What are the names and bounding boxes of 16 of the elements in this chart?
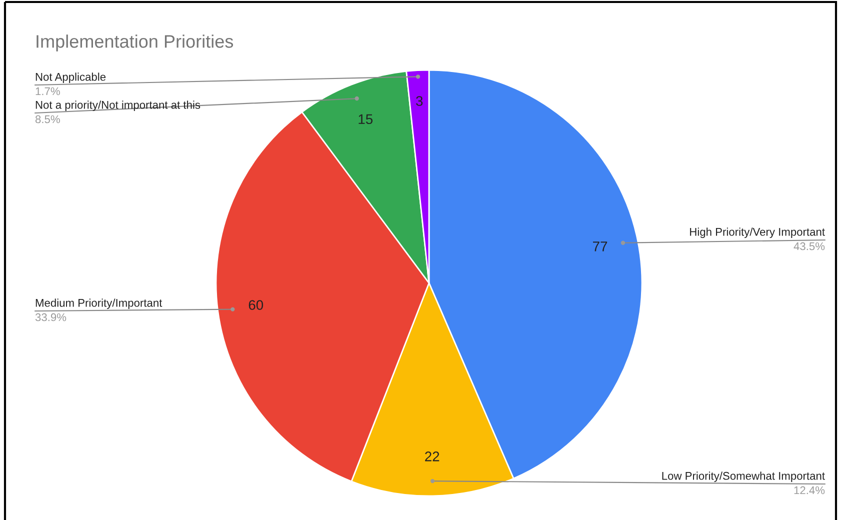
text: 12.4% xyxy=(794,486,825,494)
data-label: 77 xyxy=(593,242,608,252)
data-label: 15 xyxy=(358,114,373,124)
slice-label: High Priority/Very Important xyxy=(690,228,825,238)
slice-label: Not Applicable xyxy=(36,72,106,83)
slice-label: Medium Priority/Important xyxy=(36,298,162,309)
data-label: 3 xyxy=(416,96,423,106)
text: 8.5% xyxy=(35,115,60,124)
text: 43.5% xyxy=(794,242,825,250)
slice-label: Low Priority/Somewhat Important xyxy=(662,472,825,482)
text: 1.7% xyxy=(36,87,60,96)
data-label: 22 xyxy=(425,452,440,462)
text: 33.9% xyxy=(35,313,66,322)
chart-title: Implementation Priorities xyxy=(36,34,234,52)
data-label: 60 xyxy=(248,300,264,310)
slice-label: Not a priority/Not important at this xyxy=(36,100,200,111)
